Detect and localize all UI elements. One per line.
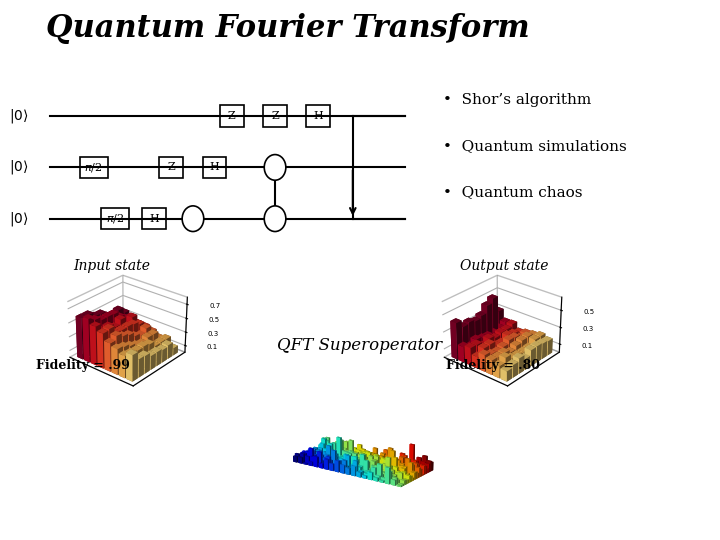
Bar bbox=[160, 157, 183, 178]
Text: •  Quantum chaos: • Quantum chaos bbox=[443, 185, 582, 199]
Bar bbox=[203, 157, 226, 178]
Bar bbox=[264, 105, 287, 127]
Bar bbox=[307, 105, 330, 127]
Text: $|0\rangle$: $|0\rangle$ bbox=[9, 107, 29, 125]
Text: H: H bbox=[210, 163, 220, 172]
Text: H: H bbox=[149, 214, 159, 224]
Circle shape bbox=[264, 206, 286, 232]
Bar bbox=[142, 208, 166, 230]
Text: $\pi$/2: $\pi$/2 bbox=[106, 212, 125, 225]
Text: Fidelity = .80: Fidelity = .80 bbox=[446, 359, 541, 372]
Text: Z: Z bbox=[228, 111, 235, 121]
Text: Z: Z bbox=[168, 163, 175, 172]
Text: Input state: Input state bbox=[73, 259, 150, 273]
Bar bbox=[220, 105, 243, 127]
Text: •  Shor’s algorithm: • Shor’s algorithm bbox=[443, 93, 591, 107]
Text: Quantum Fourier Transform: Quantum Fourier Transform bbox=[46, 14, 530, 44]
Text: QFT Superoperator: QFT Superoperator bbox=[277, 337, 443, 354]
Text: Fidelity = .99: Fidelity = .99 bbox=[36, 359, 130, 372]
Text: $|0\rangle$: $|0\rangle$ bbox=[9, 158, 29, 177]
Circle shape bbox=[182, 206, 204, 232]
Circle shape bbox=[264, 154, 286, 180]
Bar bbox=[80, 157, 108, 178]
Bar bbox=[101, 208, 130, 230]
Text: $\pi$/2: $\pi$/2 bbox=[84, 161, 103, 174]
Text: H: H bbox=[313, 111, 323, 121]
Text: Output state: Output state bbox=[460, 259, 548, 273]
Text: •  Quantum simulations: • Quantum simulations bbox=[443, 139, 626, 153]
Text: $|0\rangle$: $|0\rangle$ bbox=[9, 210, 29, 228]
Text: Z: Z bbox=[271, 111, 279, 121]
